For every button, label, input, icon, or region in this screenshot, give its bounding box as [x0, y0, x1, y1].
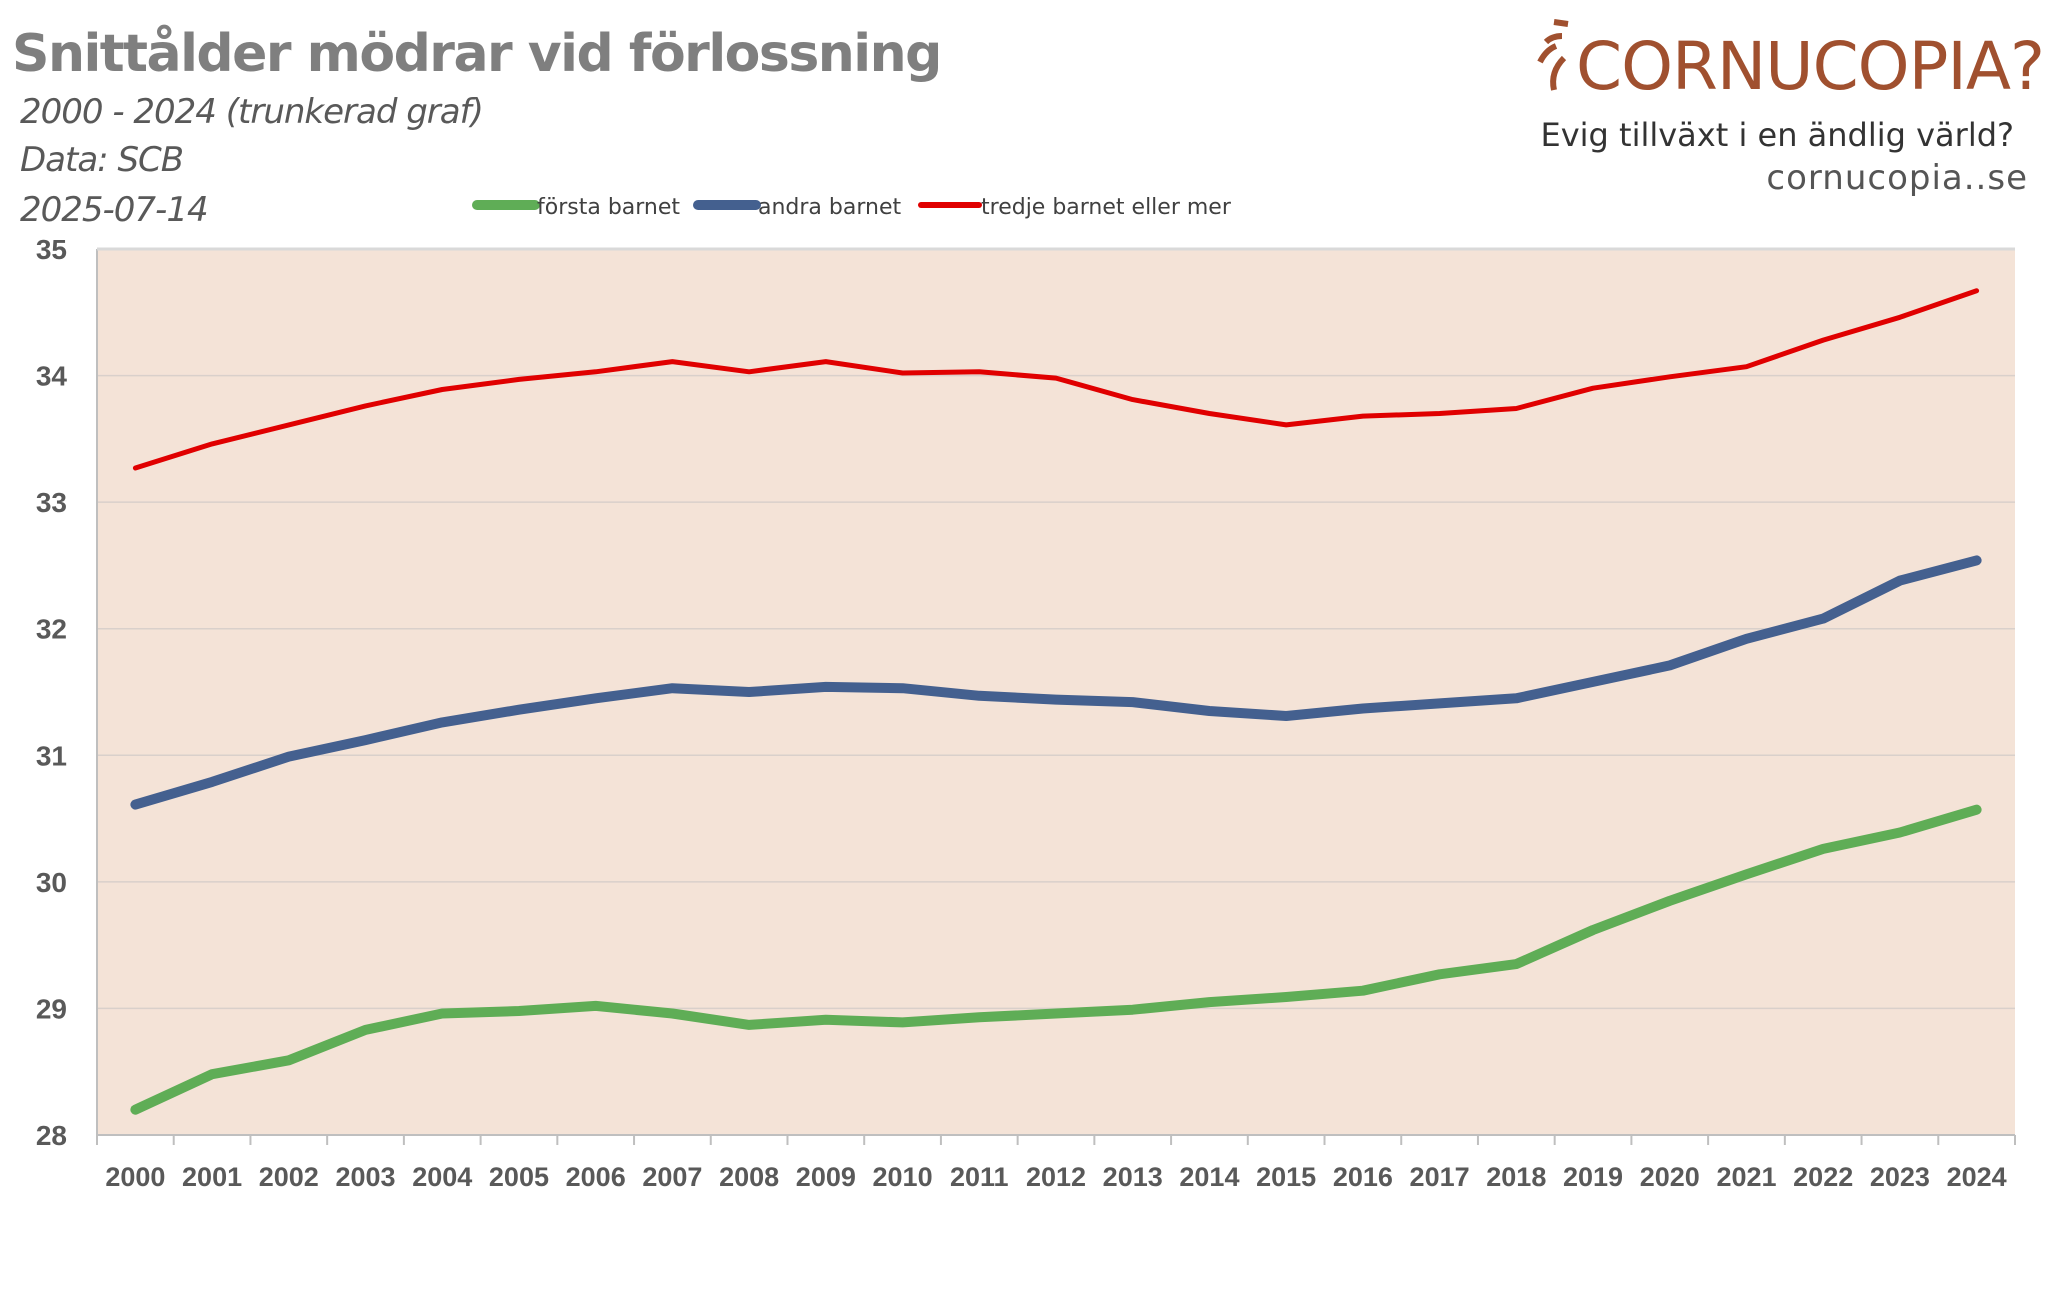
- x-tick-label: 2003: [335, 1162, 395, 1192]
- legend-label: andra barnet: [758, 195, 901, 220]
- logo-tagline: Evig tillväxt i en ändlig värld?: [1540, 116, 2014, 154]
- y-tick-label: 30: [36, 867, 67, 898]
- x-tick-label: 2004: [412, 1162, 472, 1192]
- x-tick-label: 2006: [566, 1162, 626, 1192]
- chart-subtitle: 2000 - 2024 (trunkerad graf): [20, 92, 484, 132]
- x-tick-label: 2010: [873, 1162, 933, 1192]
- x-tick-label: 2007: [642, 1162, 702, 1192]
- chart-title: Snittålder mödrar vid förlossning: [12, 24, 942, 84]
- x-tick-label: 2001: [182, 1162, 242, 1192]
- x-tick-label: 2000: [105, 1162, 165, 1192]
- x-tick-label: 2015: [1256, 1162, 1316, 1192]
- x-tick-label: 2008: [719, 1162, 779, 1192]
- logo-site: cornucopia..se: [1766, 158, 2028, 198]
- y-tick-label: 29: [36, 993, 67, 1024]
- x-tick-label: 2014: [1179, 1162, 1239, 1192]
- x-tick-label: 2005: [489, 1162, 549, 1192]
- series-line-2: [132, 288, 1980, 471]
- x-tick-label: 2022: [1793, 1162, 1853, 1192]
- cornucopia-logo: CORNUCOPIA? Evig tillväxt i en ändlig vä…: [1528, 8, 2048, 208]
- x-tick-label: 2002: [259, 1162, 319, 1192]
- x-tick-label: 2024: [1947, 1162, 2007, 1192]
- x-tick-label: 2013: [1103, 1162, 1163, 1192]
- x-tick-label: 2017: [1410, 1162, 1470, 1192]
- legend-label: tredje barnet eller mer: [981, 195, 1232, 220]
- plot-area: [97, 249, 2015, 1135]
- x-tick-label: 2012: [1026, 1162, 1086, 1192]
- y-tick-label: 31: [36, 740, 67, 771]
- x-tick-label: 2009: [796, 1162, 856, 1192]
- series-line-0: [130, 804, 1982, 1115]
- x-tick-label: 2023: [1870, 1162, 1930, 1192]
- legend-label: första barnet: [537, 195, 680, 220]
- x-tick-label: 2011: [950, 1162, 1009, 1192]
- y-tick-label: 33: [36, 487, 67, 518]
- y-tick-label: 32: [36, 614, 67, 645]
- y-tick-label: 35: [36, 234, 67, 265]
- horn-icon: [1537, 19, 1569, 91]
- series-line-1: [130, 555, 1982, 810]
- x-tick-label: 2018: [1486, 1162, 1546, 1192]
- logo-brand: CORNUCOPIA?: [1576, 28, 2045, 105]
- y-tick-label: 34: [36, 361, 68, 392]
- x-tick-label: 2021: [1716, 1162, 1776, 1192]
- x-tick-label: 2020: [1640, 1162, 1700, 1192]
- x-tick-label: 2016: [1333, 1162, 1393, 1192]
- chart-date: 2025-07-14: [20, 190, 209, 230]
- x-tick-label: 2019: [1563, 1162, 1623, 1192]
- y-tick-label: 28: [36, 1120, 67, 1151]
- data-source: Data: SCB: [20, 140, 184, 180]
